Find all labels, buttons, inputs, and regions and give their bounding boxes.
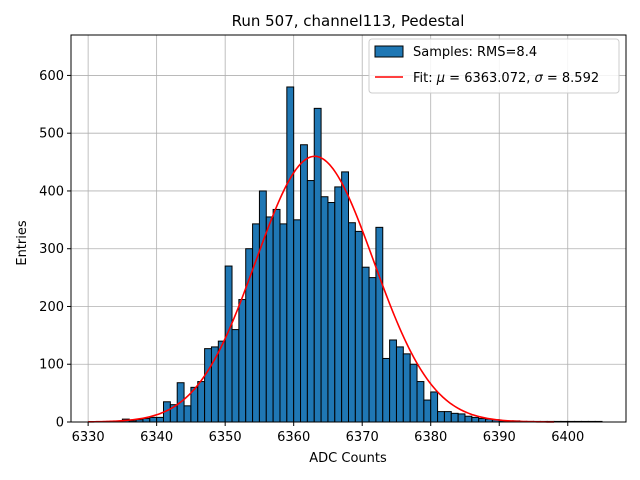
histogram-bar xyxy=(457,413,466,423)
histogram-bar xyxy=(334,186,343,423)
fit-curve xyxy=(88,155,555,423)
histogram-bar xyxy=(258,190,267,423)
histogram-bar xyxy=(327,202,336,423)
histogram-bar xyxy=(437,411,445,423)
x-tick-label: 6360 xyxy=(277,430,310,445)
x-tick-label: 6370 xyxy=(346,430,379,445)
histogram-bar xyxy=(348,222,356,423)
histogram-bar xyxy=(375,226,384,423)
histogram-bar xyxy=(382,357,391,423)
histogram-bars xyxy=(121,86,603,423)
plot-frame xyxy=(70,34,627,423)
chart-title: Run 507, channel113, Pedestal xyxy=(232,12,465,30)
histogram-bar xyxy=(341,171,350,423)
y-tick-label: 400 xyxy=(39,184,64,199)
histogram-bar xyxy=(409,363,418,423)
histogram-bar xyxy=(395,346,404,423)
histogram-bar xyxy=(389,339,397,423)
y-axis-label: Entries xyxy=(15,220,30,266)
histogram-bar xyxy=(183,405,192,423)
x-tick-label: 6330 xyxy=(72,430,105,445)
histogram-bar xyxy=(224,265,233,423)
legend: Samples: RMS=8.4 Fit: μ = 6363.072, σ = … xyxy=(368,38,620,94)
legend-swatch-histogram xyxy=(374,45,404,58)
histogram-bar xyxy=(293,219,302,423)
histogram-bar xyxy=(416,381,425,423)
histogram-bar xyxy=(450,412,459,423)
histogram-bar xyxy=(354,230,363,423)
x-tick-label: 6380 xyxy=(414,430,447,445)
y-tick-label: 600 xyxy=(39,69,64,84)
histogram-bar xyxy=(423,399,432,423)
x-tick-label: 6390 xyxy=(483,430,516,445)
histogram-bar xyxy=(402,353,411,423)
histogram-bar xyxy=(368,277,377,423)
histogram-bar xyxy=(464,415,473,423)
histogram-bar xyxy=(361,266,370,423)
histogram-bar xyxy=(149,416,158,423)
histogram-bar xyxy=(217,340,226,423)
histogram-bar xyxy=(156,416,164,423)
histogram-bar xyxy=(471,416,480,423)
histogram-bar xyxy=(286,86,295,423)
x-axis-ticks: 6330 6340 6350 6360 6370 6380 6390 6400 xyxy=(72,422,584,445)
x-tick-label: 6400 xyxy=(551,430,584,445)
legend-frame xyxy=(368,38,620,94)
histogram-bar xyxy=(197,381,206,423)
histogram-bar xyxy=(443,411,452,423)
histogram-bar xyxy=(272,208,281,423)
y-axis-ticks: 0 100 200 300 400 500 600 xyxy=(39,69,71,431)
histogram-bar xyxy=(265,216,274,423)
y-tick-label: 0 xyxy=(56,416,64,431)
y-tick-label: 200 xyxy=(39,300,64,315)
histogram-bar xyxy=(231,329,240,423)
histogram-bar xyxy=(238,299,247,423)
y-tick-label: 300 xyxy=(39,242,64,257)
legend-label-fit: Fit: μ = 6363.072, σ = 8.592 xyxy=(413,71,599,86)
histogram-bar xyxy=(313,107,322,423)
x-axis-label: ADC Counts xyxy=(309,451,387,466)
fit-curve-layer xyxy=(88,155,555,423)
histogram-bar xyxy=(478,418,487,423)
histogram-bar xyxy=(430,391,439,423)
histogram-bar xyxy=(204,348,212,423)
x-tick-label: 6340 xyxy=(140,430,173,445)
y-tick-label: 100 xyxy=(39,358,64,373)
legend-label-histogram: Samples: RMS=8.4 xyxy=(413,45,537,60)
x-tick-label: 6350 xyxy=(209,430,242,445)
histogram-bar xyxy=(306,180,315,423)
histogram-bar xyxy=(300,144,308,423)
y-tick-label: 500 xyxy=(39,127,64,142)
histogram-bar xyxy=(142,418,151,423)
histogram-bar xyxy=(279,223,288,423)
histogram-bar xyxy=(320,196,329,423)
